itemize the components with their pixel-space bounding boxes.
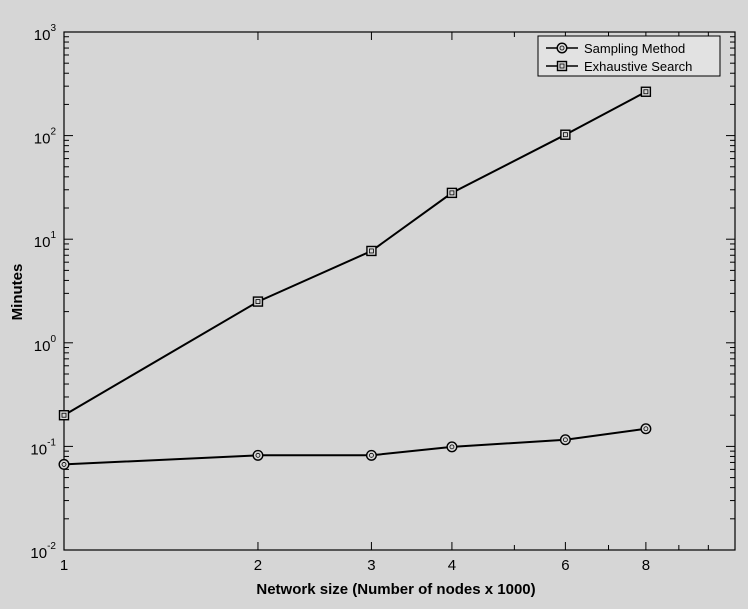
data-point-sampling-method <box>252 449 264 461</box>
y-tick-label: 101 <box>34 230 57 251</box>
data-point-sampling-method-inner <box>369 452 374 458</box>
y-tick-base: 10 <box>30 441 47 458</box>
y-tick-base: 10 <box>34 338 51 355</box>
series-exhaustive-search <box>58 86 652 421</box>
y-tick-label: 10-2 <box>30 541 56 562</box>
series-line-exhaustive-search <box>63 90 647 417</box>
y-tick-base: 10 <box>34 27 51 44</box>
x-tick-label: 8 <box>642 557 650 574</box>
data-point-sampling-method-inner <box>643 426 649 432</box>
data-point-exhaustive-search-inner <box>562 132 568 138</box>
y-tick-exponent: 2 <box>50 127 56 138</box>
legend-label-exhaustive-search: Exhaustive Search <box>584 59 692 74</box>
data-point-exhaustive-search <box>366 245 377 257</box>
series-sampling-method <box>58 423 652 470</box>
data-point-exhaustive-search-inner <box>255 299 261 304</box>
data-point-sampling-method <box>365 449 377 461</box>
y-tick-exponent: 3 <box>50 23 56 34</box>
y-tick-label: 100 <box>34 334 57 355</box>
data-point-sampling-method <box>58 458 70 470</box>
y-tick-exponent: -1 <box>47 437 56 448</box>
y-tick-base: 10 <box>30 545 47 562</box>
data-point-exhaustive-search <box>640 86 652 97</box>
data-point-sampling-method <box>446 441 458 453</box>
y-tick-exponent: -2 <box>47 541 56 552</box>
x-tick-label: 1 <box>60 557 68 574</box>
series-line-sampling-method <box>63 427 647 466</box>
y-tick-exponent: 0 <box>50 334 56 345</box>
x-tick-label: 6 <box>561 557 569 574</box>
data-point-exhaustive-search-inner <box>61 412 67 418</box>
y-tick-base: 10 <box>34 131 51 148</box>
legend-marker-sampling-method-inner <box>559 45 565 51</box>
data-point-sampling-method <box>559 434 571 446</box>
data-point-exhaustive-search <box>560 129 571 140</box>
data-point-exhaustive-search-inner <box>643 89 649 95</box>
legend-box <box>537 35 721 77</box>
y-tick-label: 102 <box>34 127 57 148</box>
data-point-sampling-method-inner <box>255 452 261 458</box>
x-tick-label: 4 <box>448 557 456 574</box>
x-axis-title: Network size (Number of nodes x 1000) <box>256 581 535 598</box>
y-tick-label: 10-1 <box>30 437 56 458</box>
data-point-sampling-method-inner <box>61 462 67 467</box>
legend-label-sampling-method: Sampling Method <box>584 41 685 56</box>
legend-marker-exhaustive-search <box>556 60 568 72</box>
legend-marker-sampling-method <box>556 42 568 54</box>
data-point-exhaustive-search-inner <box>449 190 455 196</box>
x-tick-label: 3 <box>367 557 375 574</box>
data-point-exhaustive-search <box>252 296 264 307</box>
legend: Sampling Method Exhaustive Search <box>537 35 721 77</box>
x-tick-label: 2 <box>254 557 262 574</box>
data-point-exhaustive-search <box>446 187 458 199</box>
y-tick-base: 10 <box>34 234 51 251</box>
data-point-sampling-method <box>640 423 652 435</box>
y-tick-exponent: 1 <box>50 230 56 241</box>
data-point-exhaustive-search <box>58 410 70 421</box>
y-axis-title: Minutes <box>9 264 26 321</box>
data-point-sampling-method-inner <box>562 437 568 443</box>
data-point-exhaustive-search-inner <box>369 248 374 254</box>
data-point-sampling-method-inner <box>449 444 455 450</box>
y-tick-label: 103 <box>34 23 57 44</box>
legend-marker-exhaustive-search-inner <box>559 63 565 69</box>
plot-frame <box>63 31 736 551</box>
